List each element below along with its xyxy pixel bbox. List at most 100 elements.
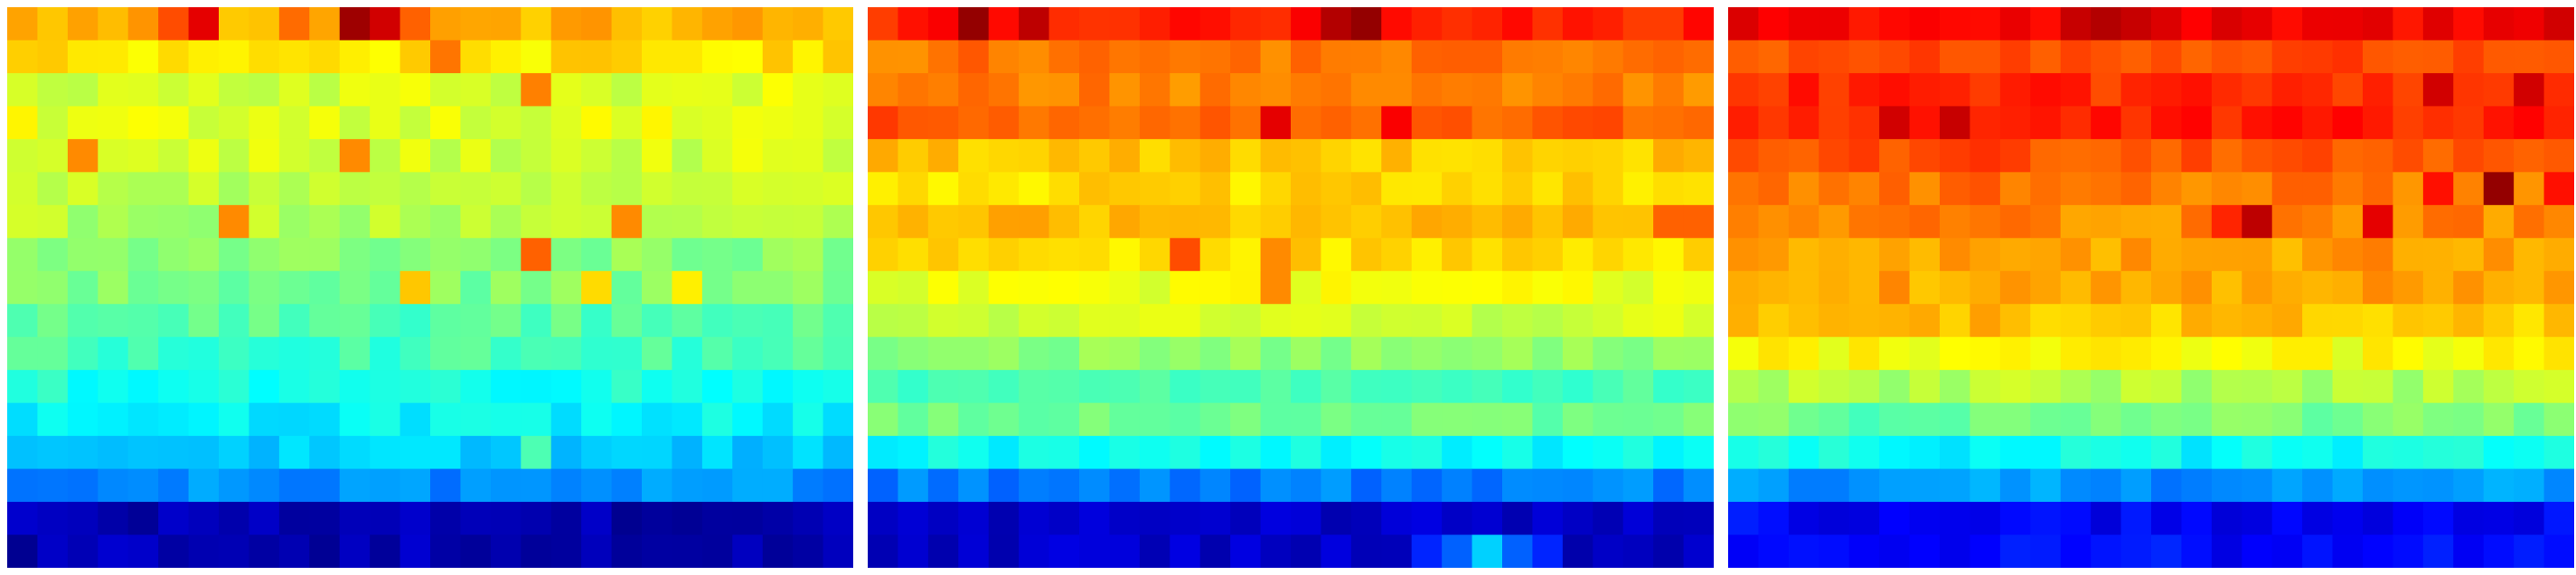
heatmap-cell bbox=[642, 402, 673, 437]
heatmap-cell bbox=[581, 106, 613, 140]
heatmap-cell bbox=[1653, 468, 1685, 503]
heatmap-cell bbox=[2543, 270, 2574, 305]
heatmap-cell bbox=[642, 172, 673, 206]
heatmap-cell bbox=[188, 534, 220, 568]
heatmap-cell bbox=[868, 502, 899, 536]
heatmap-cell bbox=[2030, 238, 2062, 272]
heatmap-cell bbox=[249, 304, 280, 338]
heatmap-cell bbox=[7, 336, 39, 371]
heatmap-cell bbox=[1321, 72, 1352, 108]
heatmap-cell bbox=[1170, 172, 1201, 206]
heatmap-cell bbox=[1532, 502, 1564, 536]
heatmap-cell bbox=[98, 336, 129, 371]
heatmap-cell bbox=[1622, 7, 1654, 42]
heatmap-cell bbox=[1758, 270, 1790, 305]
heatmap-cell bbox=[958, 336, 990, 371]
heatmap-cell bbox=[1848, 7, 1880, 42]
heatmap-cell bbox=[309, 502, 341, 536]
heatmap-cell bbox=[2422, 7, 2454, 42]
heatmap-cell bbox=[188, 40, 220, 74]
heatmap-cell bbox=[2181, 7, 2213, 42]
heatmap-cell bbox=[958, 106, 990, 140]
heatmap-cell bbox=[2030, 502, 2062, 536]
heatmap-cell bbox=[1562, 336, 1594, 371]
heatmap-cell bbox=[2181, 304, 2213, 338]
heatmap-cell bbox=[1683, 106, 1714, 140]
heatmap-cell bbox=[2514, 436, 2545, 470]
heatmap-cell bbox=[762, 204, 794, 239]
heatmap-cell bbox=[278, 138, 310, 173]
heatmap-cell bbox=[868, 7, 899, 42]
heatmap-cell bbox=[1653, 336, 1685, 371]
heatmap-cell bbox=[1291, 468, 1322, 503]
heatmap-cell bbox=[67, 172, 99, 206]
heatmap-cell bbox=[823, 402, 853, 437]
heatmap-cell bbox=[762, 502, 794, 536]
heatmap-cell bbox=[1411, 106, 1443, 140]
heatmap-cell bbox=[278, 304, 310, 338]
heatmap-cell bbox=[1291, 304, 1322, 338]
heatmap-cell bbox=[701, 402, 733, 437]
heatmap-cell bbox=[732, 336, 764, 371]
heatmap-cell bbox=[1291, 238, 1322, 272]
heatmap-cell bbox=[430, 468, 462, 503]
heatmap-cell bbox=[2332, 336, 2364, 371]
heatmap-cell bbox=[521, 40, 552, 74]
heatmap-cell bbox=[1350, 40, 1382, 74]
heatmap-cell bbox=[158, 502, 190, 536]
heatmap-cell bbox=[762, 468, 794, 503]
heatmap-cell bbox=[1411, 72, 1443, 108]
heatmap-cell bbox=[1653, 106, 1685, 140]
heatmap-cell bbox=[37, 204, 69, 239]
heatmap-cell bbox=[1019, 436, 1050, 470]
heatmap-cell bbox=[732, 370, 764, 404]
heatmap-cell bbox=[1909, 502, 1941, 536]
heatmap-cell bbox=[1471, 336, 1503, 371]
heatmap-cell bbox=[309, 436, 341, 470]
heatmap-cell bbox=[1683, 7, 1714, 42]
heatmap-cell bbox=[1940, 304, 1971, 338]
heatmap-cell bbox=[1019, 138, 1050, 173]
heatmap-cell bbox=[1079, 7, 1111, 42]
heatmap-cell bbox=[2211, 402, 2242, 437]
heatmap-cell bbox=[490, 436, 522, 470]
heatmap-cell bbox=[1048, 270, 1080, 305]
heatmap-cell bbox=[490, 270, 522, 305]
heatmap-cell bbox=[1683, 138, 1714, 173]
heatmap-cell bbox=[2543, 436, 2574, 470]
heatmap-cell bbox=[1260, 72, 1292, 108]
heatmap-cell bbox=[1502, 106, 1534, 140]
heatmap-cell bbox=[2302, 402, 2334, 437]
heatmap-cell bbox=[2422, 138, 2454, 173]
heatmap-cell bbox=[1999, 304, 2031, 338]
heatmap-cell bbox=[37, 402, 69, 437]
heatmap-cell bbox=[249, 436, 280, 470]
heatmap-cell bbox=[2393, 534, 2424, 568]
heatmap-cell bbox=[1350, 138, 1382, 173]
heatmap-cell bbox=[958, 7, 990, 42]
heatmap-cell bbox=[1532, 402, 1564, 437]
heatmap-cell bbox=[2181, 336, 2213, 371]
heatmap-cell bbox=[2483, 40, 2515, 74]
heatmap-cell bbox=[1970, 534, 2001, 568]
heatmap-cell bbox=[2422, 172, 2454, 206]
heatmap-cell bbox=[7, 7, 39, 42]
heatmap-cell bbox=[550, 402, 582, 437]
heatmap-cell bbox=[2483, 534, 2515, 568]
heatmap-cell bbox=[1728, 270, 1760, 305]
heatmap-cell bbox=[1940, 534, 1971, 568]
heatmap-cell bbox=[1940, 172, 1971, 206]
heatmap-cell bbox=[98, 72, 129, 108]
heatmap-cell bbox=[37, 270, 69, 305]
heatmap-cell bbox=[1879, 72, 1911, 108]
heatmap-cell bbox=[1260, 402, 1292, 437]
heatmap-cell bbox=[550, 138, 582, 173]
heatmap-cell bbox=[430, 7, 462, 42]
heatmap-cell bbox=[1170, 7, 1201, 42]
heatmap-cell bbox=[309, 304, 341, 338]
heatmap-cell bbox=[1940, 7, 1971, 42]
heatmap-cell bbox=[2514, 40, 2545, 74]
heatmap-cell bbox=[2332, 436, 2364, 470]
heatmap-cell bbox=[1048, 138, 1080, 173]
heatmap-cell bbox=[7, 304, 39, 338]
